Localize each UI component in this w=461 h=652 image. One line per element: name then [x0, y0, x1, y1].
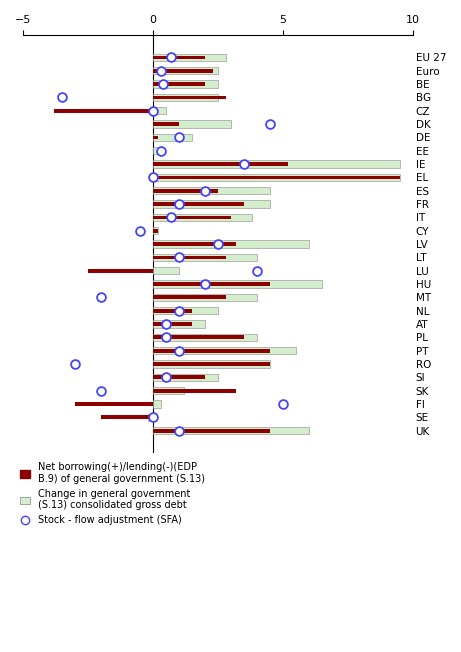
Point	[175, 346, 183, 356]
Point	[175, 132, 183, 143]
Bar	[153, 349, 270, 353]
Bar	[153, 80, 218, 88]
Bar	[101, 415, 153, 419]
Bar	[153, 134, 192, 141]
Bar	[153, 122, 179, 126]
Point	[97, 292, 105, 303]
Bar	[153, 241, 309, 248]
Bar	[153, 362, 270, 366]
Point	[175, 252, 183, 263]
Bar	[153, 216, 231, 219]
Bar	[153, 69, 213, 72]
Bar	[153, 55, 205, 59]
Bar	[153, 320, 205, 328]
Bar	[153, 374, 218, 381]
Point	[162, 332, 170, 342]
Bar	[153, 282, 270, 286]
Bar	[153, 227, 158, 234]
Point	[167, 212, 175, 222]
Point	[162, 372, 170, 383]
Point	[214, 239, 222, 249]
Bar	[148, 413, 153, 421]
Point	[279, 399, 287, 409]
Point	[266, 119, 273, 129]
Point	[160, 79, 167, 89]
Bar	[153, 147, 161, 155]
Bar	[153, 67, 218, 74]
Point	[175, 426, 183, 436]
Point	[162, 319, 170, 329]
Legend: Net borrowing(+)/lending(-)(EDP
B.9) of general government (S.13), Change in gen: Net borrowing(+)/lending(-)(EDP B.9) of …	[20, 462, 205, 526]
Bar	[153, 267, 179, 274]
Point	[157, 145, 165, 156]
Bar	[153, 256, 226, 259]
Bar	[153, 214, 252, 221]
Bar	[153, 293, 257, 301]
Bar	[153, 336, 244, 339]
Point	[175, 199, 183, 209]
Bar	[153, 160, 400, 168]
Bar	[153, 189, 218, 192]
Bar	[153, 175, 400, 179]
Bar	[153, 347, 296, 354]
Point	[59, 92, 66, 102]
Bar	[153, 242, 236, 246]
Bar	[153, 361, 270, 368]
Point	[175, 306, 183, 316]
Bar	[153, 200, 270, 208]
Point	[136, 226, 144, 236]
Bar	[153, 121, 231, 128]
Point	[149, 412, 157, 422]
Bar	[153, 53, 226, 61]
Bar	[153, 82, 205, 86]
Bar	[153, 229, 158, 233]
Point	[253, 265, 260, 276]
Bar	[153, 94, 218, 101]
Bar	[153, 162, 288, 166]
Point	[167, 52, 175, 63]
Bar	[153, 429, 270, 432]
Point	[157, 66, 165, 76]
Bar	[153, 322, 192, 326]
Bar	[153, 96, 226, 99]
Bar	[153, 202, 244, 206]
Bar	[88, 269, 153, 273]
Bar	[153, 280, 322, 288]
Point	[71, 359, 79, 369]
Point	[149, 106, 157, 116]
Point	[240, 159, 248, 170]
Point	[201, 279, 209, 289]
Bar	[153, 387, 184, 394]
Bar	[153, 389, 236, 393]
Bar	[153, 136, 158, 140]
Bar	[153, 376, 205, 379]
Bar	[153, 173, 400, 181]
Bar	[75, 402, 153, 406]
Bar	[153, 309, 192, 312]
Bar	[153, 400, 161, 408]
Bar	[153, 187, 270, 194]
Bar	[153, 307, 218, 314]
Point	[97, 385, 105, 396]
Bar	[54, 109, 153, 113]
Point	[149, 172, 157, 183]
Bar	[153, 107, 166, 114]
Bar	[153, 334, 257, 341]
Point	[201, 186, 209, 196]
Bar	[153, 295, 226, 299]
Bar	[153, 427, 309, 434]
Bar	[153, 254, 257, 261]
